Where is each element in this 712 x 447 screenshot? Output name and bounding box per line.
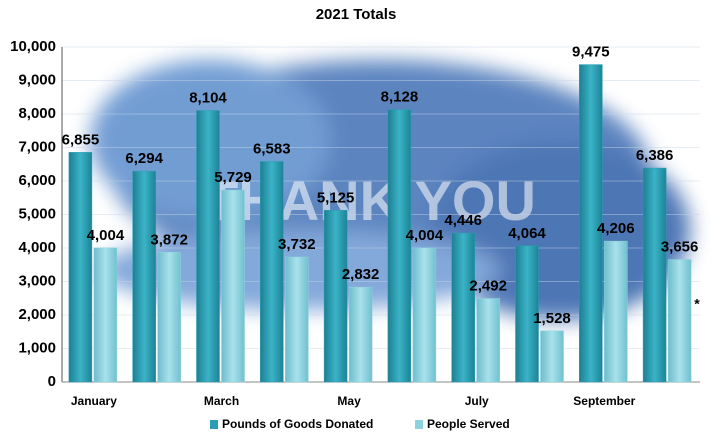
value-label: 2,832 (342, 266, 380, 283)
bar (93, 247, 118, 383)
bar (579, 64, 603, 383)
bar (323, 210, 348, 383)
y-tick-label: 7,000 (18, 138, 56, 155)
bar (540, 330, 564, 383)
bar (285, 256, 309, 383)
value-label: 4,206 (597, 220, 635, 237)
value-label: 6,386 (636, 147, 674, 164)
legend-swatch (210, 420, 218, 429)
x-tick-label: January (71, 394, 117, 408)
value-label: 6,855 (62, 131, 100, 148)
value-label: 3,732 (278, 236, 316, 253)
bar (604, 240, 628, 383)
bar (157, 252, 181, 383)
y-tick-label: 2,000 (18, 306, 56, 323)
bar (412, 247, 437, 383)
y-tick-label: 0 (48, 373, 56, 390)
y-tick-label: 1,000 (18, 339, 56, 356)
bar (667, 259, 692, 383)
x-tick-label: March (204, 394, 239, 408)
legend-label: Pounds of Goods Donated (222, 417, 373, 431)
bar (642, 167, 667, 383)
bar (68, 152, 93, 383)
value-label: 4,064 (508, 225, 546, 242)
bar (221, 189, 245, 383)
value-label: 6,294 (125, 150, 163, 167)
bar (260, 161, 284, 383)
bar (451, 232, 475, 383)
annotation: * (694, 296, 700, 312)
value-label: 5,729 (214, 169, 252, 186)
value-label: 4,004 (87, 227, 125, 244)
value-label: 8,104 (189, 89, 227, 106)
plot: 0 1,000 2,000 3,000 4,000 5,000 6,000 7,000 8,00… (10, 38, 700, 431)
bar (387, 109, 412, 383)
bar (476, 298, 500, 383)
y-tick-label: 10,000 (10, 38, 56, 55)
x-tick-label: July (465, 394, 489, 408)
bar (196, 110, 220, 383)
bar (515, 245, 539, 383)
y-tick-label: 8,000 (18, 105, 56, 122)
y-tick-label: 6,000 (18, 172, 56, 189)
background-text: THANK YOU (204, 169, 536, 232)
y-tick-label: 4,000 (18, 239, 56, 256)
y-tick-label: 3,000 (18, 272, 56, 289)
bar (132, 170, 156, 383)
value-label: 3,656 (661, 238, 699, 255)
value-label: 1,528 (533, 310, 571, 327)
x-tick-label: May (337, 394, 361, 408)
value-label: 6,583 (253, 140, 291, 157)
value-label: 9,475 (572, 44, 610, 61)
value-label: 2,492 (469, 277, 507, 294)
value-label: 8,128 (381, 89, 419, 106)
chart-title: 2021 Totals (316, 6, 397, 23)
bar (348, 286, 373, 383)
value-label: 4,446 (444, 212, 482, 229)
value-label: 4,004 (406, 227, 444, 244)
y-tick-label: 5,000 (18, 205, 56, 222)
x-tick-label: September (573, 394, 635, 408)
legend-swatch (415, 420, 423, 429)
value-label: 3,872 (150, 231, 188, 248)
y-tick-label: 9,000 (18, 71, 56, 88)
legend-label: People Served (427, 417, 510, 431)
value-label: 5,125 (317, 189, 355, 206)
